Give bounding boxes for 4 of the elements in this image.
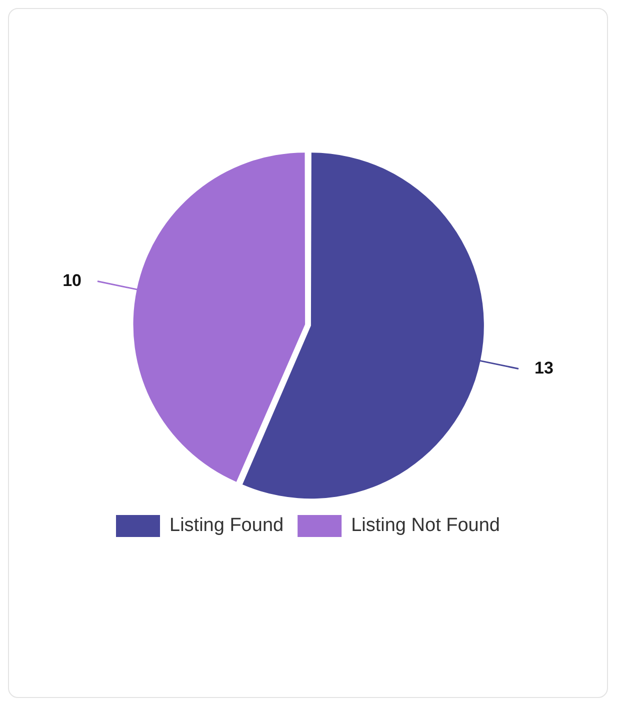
data-label: 13: [534, 358, 554, 378]
legend-label: Listing Found: [170, 515, 284, 536]
data-label: 10: [62, 270, 82, 290]
legend-label: Listing Not Found: [351, 515, 500, 536]
